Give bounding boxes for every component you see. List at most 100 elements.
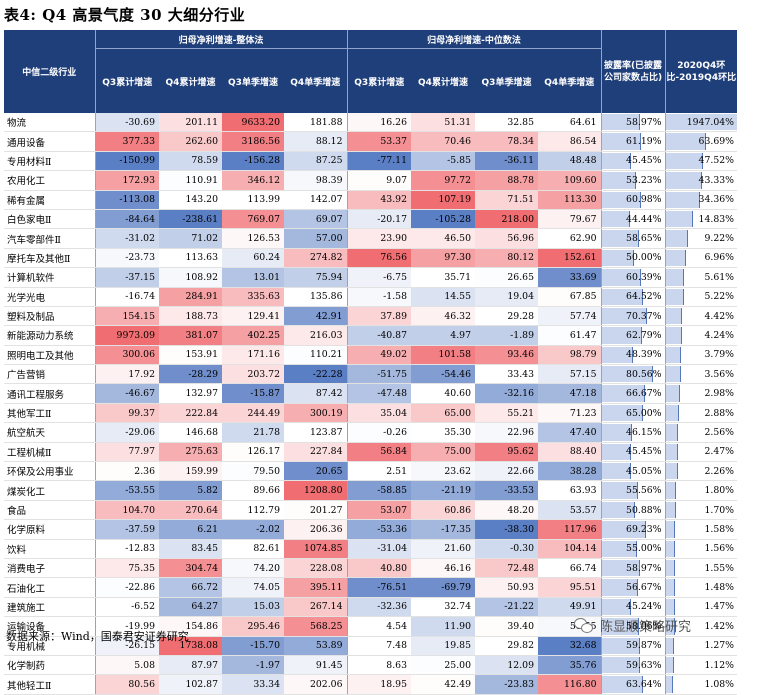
industry-table: 中信二级行业 归母净利增速-整体法 归母净利增速-中位数法 披露率(已披露公司家…	[4, 30, 737, 695]
growth-cell: -38.30	[475, 519, 538, 540]
bar-value: 59.63%	[626, 659, 662, 671]
bar-fill	[666, 366, 681, 383]
growth-cell: 135.86	[284, 287, 347, 307]
industry-name: 建筑施工	[4, 597, 95, 618]
growth-cell: 201.27	[284, 500, 347, 521]
growth-cell: 19.85	[411, 636, 475, 656]
source-note: 数据来源：Wind，国泰君安证券研究	[6, 630, 189, 643]
watermark-text: 陈显顺策略研究	[600, 619, 692, 635]
growth-cell: 65.00	[411, 403, 475, 424]
bar-value: 1.55%	[704, 562, 734, 574]
growth-cell: 53.07	[346, 500, 411, 521]
header-col: Q4累计增速	[159, 48, 222, 113]
industry-name: 煤炭化工	[4, 480, 95, 501]
table-row: 消费电子 75.35 304.74 74.20 228.08 40.80 46.16 72.4…	[4, 558, 737, 579]
bar-value: 2.98%	[704, 388, 734, 400]
bar-fill	[666, 579, 676, 596]
industry-name: 航空航天	[4, 422, 95, 443]
table-row: 光学光电 -16.74 284.91 335.63 135.86 -1.58 14.55 19…	[4, 287, 737, 307]
bar-value: 1.12%	[704, 659, 734, 671]
bar-fill	[602, 133, 642, 150]
disclosure-cell: 69.23%	[600, 519, 665, 540]
growth-cell: -23.73	[94, 248, 159, 269]
header-col: Q3单季增速	[222, 48, 284, 113]
growth-cell: -84.64	[94, 209, 159, 230]
bar-value: 6.96%	[704, 252, 734, 264]
bar-fill	[666, 385, 680, 402]
header-industry: 中信二级行业	[4, 30, 95, 113]
yoy-cell: 2.56%	[664, 422, 737, 443]
disclosure-cell: 63.64%	[600, 674, 665, 695]
growth-cell: -36.11	[475, 151, 538, 172]
growth-cell: 56.96	[475, 228, 538, 249]
growth-cell: 244.49	[222, 403, 284, 424]
growth-cell: 4.97	[411, 325, 475, 346]
bar-fill	[666, 210, 693, 228]
growth-cell: 53.89	[284, 636, 347, 656]
table-row: 食品 104.70 270.64 112.79 201.27 53.07 60.86 48.2…	[4, 500, 737, 521]
growth-cell: 32.74	[411, 597, 475, 618]
growth-cell: 152.61	[538, 248, 601, 269]
growth-cell: 56.84	[346, 442, 411, 463]
growth-cell: 1074.85	[284, 539, 347, 559]
growth-cell: 66.72	[159, 577, 222, 598]
growth-cell: 75.00	[411, 442, 475, 463]
growth-cell: 300.06	[94, 345, 159, 366]
growth-cell: 39.40	[475, 616, 538, 637]
growth-cell: -21.19	[411, 480, 475, 501]
bar-fill	[666, 327, 683, 344]
bar-value: 4.24%	[704, 329, 734, 341]
table-row: 稀有金属 -113.08 143.20 113.99 142.07 43.92 107.19…	[4, 190, 737, 210]
yoy-cell: 4.24%	[664, 325, 737, 346]
bar-value: 55.00%	[626, 543, 662, 555]
disclosure-cell: 46.15%	[600, 422, 665, 443]
bar-value: 45.45%	[626, 155, 662, 167]
growth-cell: 78.59	[159, 151, 222, 172]
disclosure-cell: 66.67%	[600, 383, 665, 404]
growth-cell: 19.04	[475, 287, 538, 307]
bar-fill	[602, 191, 641, 208]
table-row: 专用材料Ⅱ -150.99 78.59 -156.28 87.25 -77.11 -5.85…	[4, 151, 737, 172]
bar-value: 58.06%	[626, 620, 662, 632]
growth-cell: 113.99	[222, 190, 284, 210]
growth-cell: 218.00	[475, 209, 538, 230]
table-row: 新能源动力系统 9973.09 381.07 402.25 216.03 -40.87 4.…	[4, 325, 737, 346]
growth-cell: 108.92	[159, 267, 222, 288]
growth-cell: 216.03	[284, 325, 347, 346]
growth-cell: 88.12	[284, 131, 347, 152]
disclosure-cell: 62.79%	[600, 325, 665, 346]
growth-cell: 40.60	[411, 383, 475, 404]
growth-cell: 20.65	[284, 461, 347, 482]
bar-fill	[602, 327, 643, 344]
yoy-cell: 2.88%	[664, 403, 737, 424]
disclosure-cell: 48.39%	[600, 345, 665, 366]
bar-fill	[602, 366, 654, 383]
growth-cell: 132.97	[159, 383, 222, 404]
growth-cell: 110.91	[159, 170, 222, 191]
growth-cell: 33.34	[222, 674, 284, 695]
bar-fill	[666, 191, 701, 208]
industry-name: 光学光电	[4, 287, 95, 307]
growth-cell: -15.70	[222, 636, 284, 656]
disclosure-cell: 65.00%	[600, 403, 665, 424]
growth-cell: 5.82	[159, 480, 222, 501]
growth-cell: 18.95	[346, 674, 411, 695]
growth-cell: 74.20	[222, 558, 284, 579]
growth-cell: 202.06	[284, 674, 347, 695]
growth-cell: -32.16	[475, 383, 538, 404]
growth-cell: 33.43	[475, 364, 538, 385]
growth-cell: 74.05	[222, 577, 284, 598]
bar-fill	[602, 269, 641, 286]
table-body: 物流 -30.69 201.11 9633.20 181.88 16.26 51.31 32.…	[4, 113, 737, 695]
growth-cell: 228.08	[284, 558, 347, 579]
yoy-cell: 1947.04%	[664, 113, 737, 133]
bar-value: 50.00%	[626, 252, 662, 264]
bar-fill	[602, 540, 638, 557]
growth-cell: 32.85	[475, 113, 538, 133]
bar-fill	[666, 269, 685, 286]
table-row: 工程机械Ⅱ 77.97 275.63 126.17 227.84 56.84 75.00 95…	[4, 442, 737, 463]
growth-cell: -26.15	[94, 636, 159, 656]
disclosure-cell: 59.87%	[600, 636, 665, 656]
yoy-cell: 1.55%	[664, 558, 737, 579]
growth-cell: 8.63	[346, 655, 411, 676]
